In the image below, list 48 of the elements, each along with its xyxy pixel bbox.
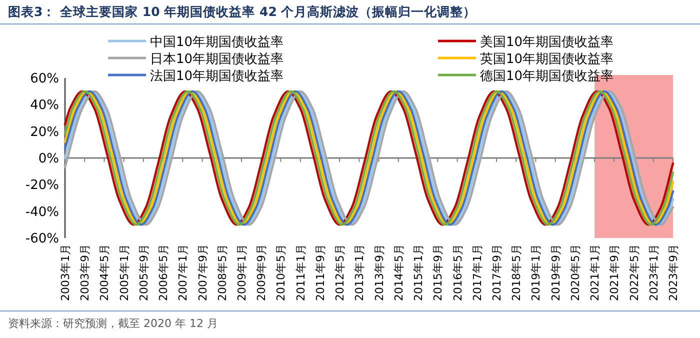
x-tick-label: 2011年9月 [314,244,327,301]
x-tick-label: 2017年1月 [470,244,484,301]
x-tick-label: 2010年5月 [274,244,288,301]
x-tick-label: 2009年9月 [255,244,268,301]
x-tick-label: 2003年1月 [59,244,72,301]
x-tick-label: 2008年5月 [216,244,229,301]
line-series [64,90,674,226]
legend-label: 日本10年期国债收益率 [150,51,284,67]
y-tick-label: 20% [30,124,59,140]
x-tick-label: 2020年5月 [568,244,582,301]
legend-label: 法国10年期国债收益率 [150,68,284,84]
x-tick-label: 2012年5月 [334,244,347,301]
x-tick-label: 2023年1月 [647,244,660,301]
x-tick-label: 2015年1月 [412,244,426,301]
x-tick-label: 2007年1月 [176,244,190,301]
legend-label: 英国10年期国债收益率 [480,51,614,67]
x-tick-label: 2019年1月 [530,244,543,301]
x-tick-label: 2005年9月 [137,244,150,301]
x-tick-label: 2022年5月 [628,244,641,301]
y-tick-label: 40% [30,98,59,114]
text: 资料来源：研究预测，截至 2020 年 12 月 [8,317,218,330]
x-tick-label: 2021年9月 [608,244,622,301]
x-tick-label: 2016年5月 [451,244,464,301]
x-tick-label: 2023年9月 [667,244,680,301]
legend-label: 中国10年期国债收益率 [150,34,284,50]
x-tick-label: 2006年5月 [157,244,170,301]
x-tick-label: 2009年1月 [236,244,249,301]
y-tick-label: -40% [25,204,59,220]
x-tick-label: 2014年5月 [392,244,406,301]
legend-label: 美国10年期国债收益率 [480,34,614,50]
y-tick-label: -60% [25,232,59,246]
x-tick-label: 2004年5月 [98,244,112,301]
y-tick-label: 60% [30,72,59,86]
x-tick-label: 2007年9月 [196,244,210,301]
x-tick-label: 2011年1月 [294,244,308,301]
x-tick-label: 2005年1月 [118,244,131,301]
x-tick-label: 2013年1月 [353,244,366,301]
chart-title: 图表3： 全球主要国家 10 年期国债收益率 42 个月高斯滤波（振幅归一化调整） [8,4,476,19]
legend-label: 德国10年期国债收益率 [480,68,614,84]
x-tick-label: 2013年9月 [372,244,386,301]
x-tick-label: 2003年9月 [78,244,92,301]
x-tick-label: 2017年9月 [490,244,504,301]
x-tick-label: 2021年1月 [588,244,602,301]
y-tick-label: 0% [38,152,59,166]
x-tick-label: 2019年9月 [549,244,562,301]
y-tick-label: -20% [25,178,59,194]
x-tick-label: 2018年5月 [510,244,524,301]
x-tick-label: 2015年9月 [432,244,445,301]
